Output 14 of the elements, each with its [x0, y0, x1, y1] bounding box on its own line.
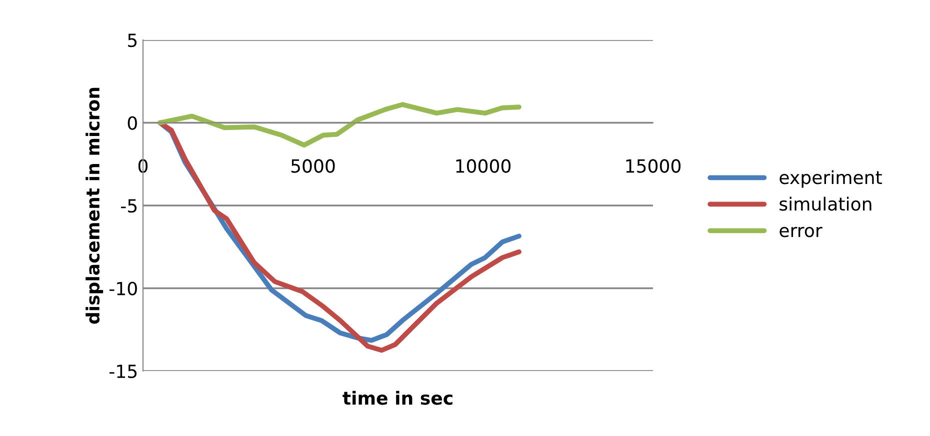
y-tick-label: 0 [128, 116, 137, 130]
y-tick-label: -10 [110, 282, 137, 296]
line-series [158, 102, 522, 148]
y-axis-title: displacement in micron [86, 88, 104, 324]
x-tick-label: 15000 [626, 159, 681, 173]
x-tick-label: 5000 [291, 159, 335, 173]
legend-label: experiment [780, 170, 882, 188]
y-tick-label: -5 [121, 199, 137, 213]
legend-label: simulation [780, 196, 872, 211]
y-tick-label: 5 [128, 34, 137, 48]
x-tick-label: 10000 [456, 159, 511, 173]
legend-label: error [780, 226, 822, 238]
y-tick-label: -15 [110, 364, 137, 378]
x-axis-title: time in sec [342, 390, 452, 405]
